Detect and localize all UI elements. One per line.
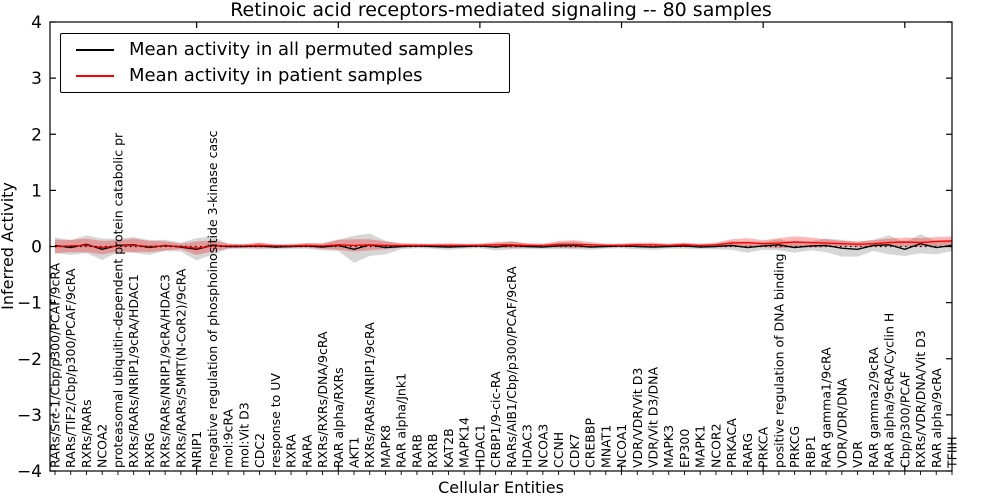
- x-axis-ticks: [54, 22, 953, 475]
- permuted-line-sample: [76, 49, 114, 52]
- x-category-label: RAR alpha/RXRs: [331, 367, 346, 468]
- x-category-label: RBP1: [803, 435, 818, 468]
- x-category-label: RXRs/RARs/NRIP1/9cRA/HDAC1: [126, 274, 141, 468]
- x-category-label: HDAC1: [472, 424, 487, 468]
- x-category-label: NRIP1: [189, 431, 204, 468]
- y-tick-label: 2: [31, 125, 42, 145]
- x-category-label: RAR alpha/9cRA/Cyclin H: [882, 313, 897, 468]
- mean-line: [54, 240, 953, 249]
- x-category-label: NCOR2: [708, 423, 723, 468]
- x-category-label: RXRs/RARs: [79, 399, 94, 468]
- x-category-label: PRKCG: [787, 426, 802, 468]
- x-category-label: RXRs/RXRs/DNA/9cRA: [315, 331, 330, 468]
- x-category-label: RARs/Src-1/Cbp/p300/PCAF/9cRA: [48, 262, 63, 468]
- x-category-labels: RARs/Src-1/Cbp/p300/PCAF/9cRA RARs/TIF2/C…: [48, 130, 960, 469]
- x-category-label: KAT2B: [441, 428, 456, 468]
- x-category-label: RXRs/RARs/NRIP1/9cRA: [362, 322, 377, 468]
- legend: Mean activity in all permuted samples Me…: [60, 33, 510, 93]
- legend-item: Mean activity in all permuted samples: [61, 40, 509, 60]
- x-category-label: CDK7: [567, 433, 582, 468]
- y-tick-label: 3: [31, 69, 42, 89]
- x-category-label: negative regulation of phosphoinositide …: [205, 130, 220, 468]
- y-tick-label: −4: [17, 462, 42, 482]
- y-tick-label: 4: [31, 13, 42, 33]
- x-category-label: HDAC3: [520, 424, 535, 468]
- x-category-label: CCNH: [551, 432, 566, 468]
- y-tick-label: 1: [31, 181, 42, 201]
- x-category-label: VDR: [850, 441, 865, 468]
- x-category-label: MAPK14: [457, 417, 472, 468]
- x-category-label: EP300: [677, 429, 692, 468]
- x-category-label: RAR gamma1/9cRA: [819, 347, 834, 468]
- x-category-label: PRKCA: [756, 427, 771, 468]
- x-category-label: CREBBP: [583, 418, 598, 468]
- x-category-label: VDR/VDR/Vit D3: [630, 368, 645, 468]
- x-category-label: CRBP1/9-cic-RA: [488, 371, 503, 468]
- y-axis-label: Inferred Activity: [0, 182, 17, 310]
- x-category-label: RARG: [740, 433, 755, 468]
- x-category-label: RARs/TIF2/Cbp/p300/PCAF/9cRA: [63, 268, 78, 468]
- x-category-label: RARs/AIB1/Cbp/p300/PCAF/9cRA: [504, 266, 519, 468]
- x-category-label: VDR/Vit D3/DNA: [646, 367, 661, 468]
- x-category-label: AKT1: [347, 437, 362, 468]
- legend-item-label: Mean activity in patient samples: [129, 65, 423, 87]
- x-category-label: RAR gamma2/9cRA: [866, 347, 881, 468]
- x-category-label: RXRB: [425, 433, 440, 468]
- legend-item: Mean activity in patient samples: [61, 66, 509, 86]
- x-category-label: proteasomal ubiquitin-dependent protein …: [110, 132, 125, 468]
- y-tick-label: 0: [31, 238, 42, 258]
- x-category-label: response to UV: [268, 373, 283, 468]
- x-category-label: positive regulation of DNA binding: [771, 253, 786, 468]
- x-category-label: MAPK8: [378, 425, 393, 468]
- chart-title: Retinoic acid receptors-mediated signali…: [230, 0, 772, 21]
- std-band: [55, 233, 952, 263]
- x-category-label: RXRs/RARs/NRIP1/9cRA/HDAC3: [158, 274, 173, 468]
- x-category-label: TFIIH: [945, 436, 960, 469]
- x-axis-label: Cellular Entities: [438, 478, 564, 497]
- x-category-label: NCOA1: [614, 424, 629, 468]
- x-category-label: RXRs/VDR/DNA/Vit D3: [913, 330, 928, 468]
- x-category-label: Cbp/p300/PCAF: [897, 371, 912, 468]
- x-category-label: RAR alpha/9cRA: [929, 368, 944, 468]
- x-category-label: MAPK1: [693, 425, 708, 468]
- patient-line-sample: [76, 74, 114, 77]
- x-category-label: CDC2: [252, 433, 267, 468]
- x-category-label: RARA: [299, 434, 314, 468]
- x-category-label: RXRA: [284, 434, 299, 468]
- x-category-label: RXRs/RARs/SMRT(N-CoR2)/9cRA: [173, 268, 188, 468]
- y-tick-label: −1: [17, 294, 42, 314]
- x-category-label: MNAT1: [598, 425, 613, 468]
- y-tick-label: −2: [17, 350, 42, 370]
- x-category-label: MAPK3: [661, 425, 676, 468]
- x-category-label: RXRG: [142, 432, 157, 468]
- x-category-label: NCOA2: [95, 424, 110, 468]
- x-category-label: VDR/VDR/DNA: [834, 378, 849, 468]
- mean-activity-lines: [54, 240, 953, 251]
- x-category-label: PRKACA: [724, 418, 739, 468]
- x-category-label: RAR alpha/Jnk1: [394, 373, 409, 468]
- y-axis-ticks: 4 3 2 1 0 −1 −2 −3 −4: [17, 13, 952, 482]
- y-tick-label: −3: [17, 406, 42, 426]
- x-category-label: mol:Vit D3: [236, 402, 251, 468]
- x-category-label: mol:9cRA: [221, 408, 236, 468]
- x-category-label: RARB: [409, 434, 424, 468]
- x-category-label: NCOA3: [535, 424, 550, 468]
- legend-item-label: Mean activity in all permuted samples: [129, 39, 474, 61]
